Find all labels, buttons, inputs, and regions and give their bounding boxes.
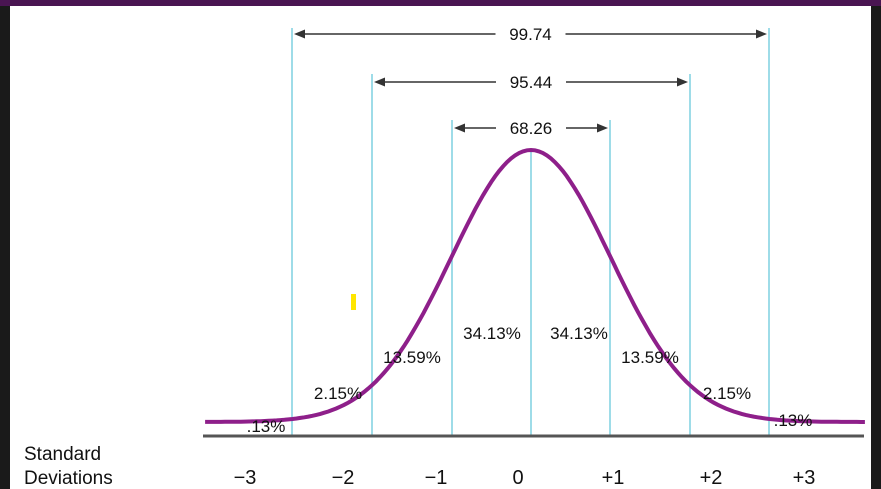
segment-percentage-label: 34.13%: [463, 324, 521, 343]
x-axis-title-line2: Deviations: [24, 468, 113, 489]
x-tick-label: −3: [234, 467, 257, 489]
segment-percentage-label: 13.59%: [621, 348, 679, 367]
x-tick-labels-group: −3 −2 −1 0 +1 +2 +3: [234, 467, 816, 489]
segment-percentage-label: 2.15%: [703, 384, 751, 403]
x-tick-label: 0: [512, 467, 523, 489]
span-label: 95.44: [510, 73, 553, 92]
x-axis-title-line1: Standard: [24, 444, 101, 465]
span-arrowhead-left: [374, 77, 385, 87]
span-label: 68.26: [510, 119, 553, 138]
top-frame-border: [0, 0, 881, 6]
span-arrowhead-right: [597, 123, 608, 133]
highlight-marker: [351, 294, 356, 310]
span-arrows-group: 99.74 95.44 68.26: [294, 25, 767, 138]
segment-percentage-label: .13%: [774, 411, 813, 430]
percentage-labels-group: .13% 2.15% 13.59% 34.13% 34.13% 13.59% 2.15% .1…: [247, 324, 813, 436]
span-arrowhead-left: [454, 123, 465, 133]
segment-percentage-label: 13.59%: [383, 348, 441, 367]
x-tick-label: +2: [700, 467, 723, 489]
bell-curve: [205, 147, 865, 424]
left-frame-border: [0, 6, 10, 489]
segment-percentage-label: 34.13%: [550, 324, 608, 343]
x-tick-label: +3: [793, 467, 816, 489]
right-frame-border: [871, 6, 881, 489]
guide-lines-group: [291, 28, 770, 436]
segment-percentage-label: .13%: [247, 417, 286, 436]
span-arrowhead-left: [294, 29, 305, 39]
x-tick-label: −2: [332, 467, 355, 489]
segment-percentage-label: 2.15%: [314, 384, 362, 403]
span-label: 99.74: [509, 25, 552, 44]
span-arrowhead-right: [756, 29, 767, 39]
x-tick-label: −1: [425, 467, 448, 489]
x-tick-label: +1: [602, 467, 625, 489]
span-arrowhead-right: [677, 77, 688, 87]
